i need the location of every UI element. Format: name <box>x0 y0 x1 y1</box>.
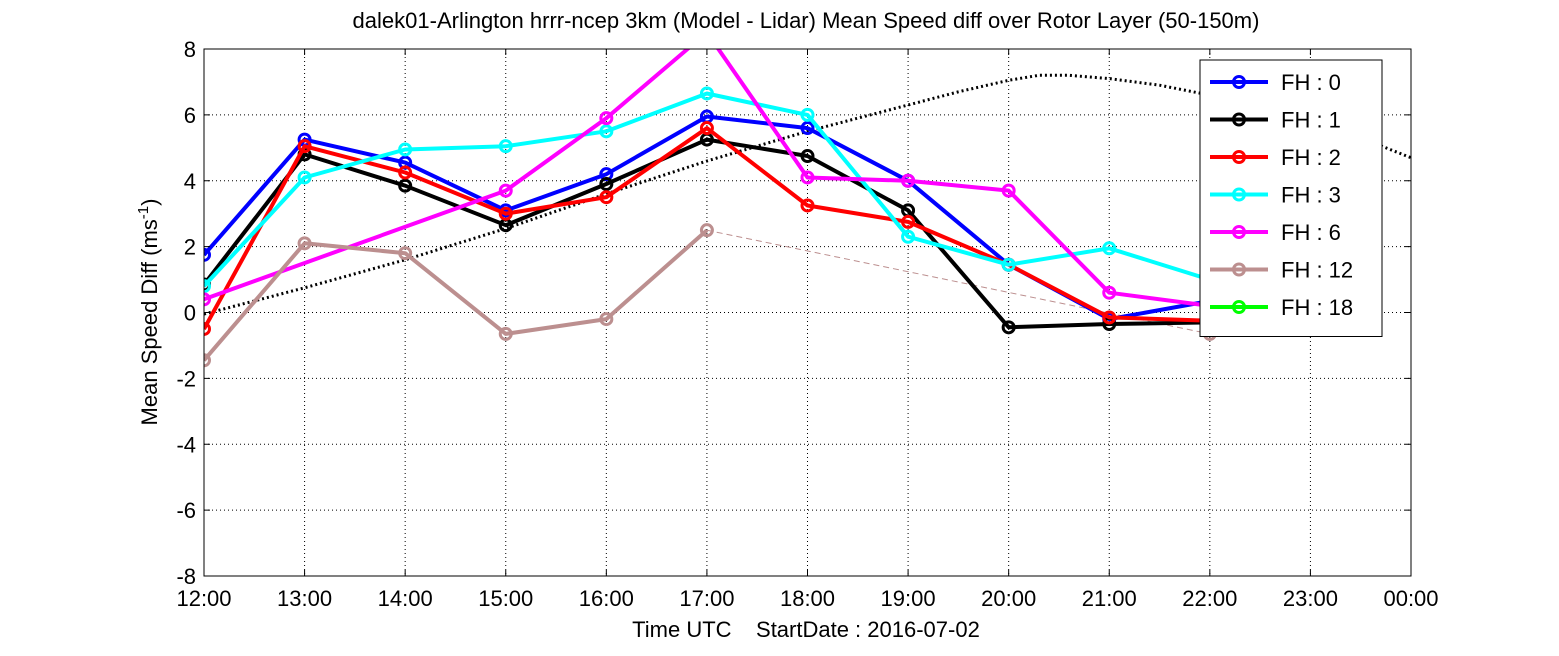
data-point <box>1001 320 1016 335</box>
x-axis-label: Time UTC StartDate : 2016-07-02 <box>632 617 980 642</box>
series-line-4 <box>204 49 1211 308</box>
data-point <box>297 139 312 154</box>
legend-entry-label: FH : 18 <box>1281 295 1353 320</box>
data-point <box>800 121 815 136</box>
legend-entry-label: FH : 6 <box>1281 220 1341 245</box>
y-tick-label: 2 <box>184 235 196 260</box>
y-tick-label: -2 <box>176 366 196 391</box>
x-tick-label: 17:00 <box>679 586 734 611</box>
data-point <box>1001 183 1016 198</box>
x-tick-label: 19:00 <box>881 586 936 611</box>
chart-title: dalek01-Arlington hrrr-ncep 3km (Model -… <box>353 8 1260 33</box>
x-tick-label: 14:00 <box>378 586 433 611</box>
data-point <box>498 326 513 341</box>
legend-swatch-marker <box>1232 75 1246 89</box>
y-axis-label: Mean Speed Diff (ms-1) <box>135 199 162 426</box>
data-point <box>901 173 916 188</box>
data-point <box>599 111 614 126</box>
y-tick-label: 0 <box>184 301 196 326</box>
series-line-2 <box>204 126 1210 330</box>
axis-ticks: 12:00 13:00 14:00 15:00 16:00 17:00 18:00 19:00… <box>176 37 1438 611</box>
x-tick-label: 22:00 <box>1182 586 1237 611</box>
data-point <box>498 206 513 221</box>
series-line-5 <box>204 228 709 362</box>
data-point <box>800 170 815 185</box>
data-point <box>699 86 714 101</box>
plot-series <box>204 49 1411 368</box>
data-point <box>1102 241 1117 256</box>
data-point <box>800 198 815 213</box>
data-point <box>498 183 513 198</box>
data-point <box>398 178 413 193</box>
legend-entry-label: FH : 1 <box>1281 108 1341 133</box>
x-tick-label: 18:00 <box>780 586 835 611</box>
data-point <box>901 214 916 229</box>
data-point <box>599 190 614 205</box>
data-point <box>204 353 211 368</box>
y-axis-label-close: ) <box>137 199 162 206</box>
data-point <box>204 247 211 262</box>
legend-swatch-marker <box>1232 225 1246 239</box>
y-axis-label-main: Mean Speed Diff (ms <box>137 219 162 425</box>
x-tick-label: 13:00 <box>277 586 332 611</box>
data-point <box>800 149 815 164</box>
data-point <box>204 321 211 336</box>
y-axis-label-sup: -1 <box>135 206 152 219</box>
data-point <box>498 139 513 154</box>
legend-entry-label: FH : 3 <box>1281 183 1341 208</box>
data-point <box>297 170 312 185</box>
data-point <box>599 312 614 327</box>
data-point <box>398 142 413 157</box>
legend-swatch-marker <box>1232 150 1246 164</box>
series-line-3 <box>204 91 1211 288</box>
data-point <box>398 165 413 180</box>
x-tick-label: 00:00 <box>1383 586 1438 611</box>
data-point <box>901 229 916 244</box>
y-tick-label: -8 <box>176 564 196 589</box>
legend-swatch-marker <box>1232 112 1246 127</box>
legend-entry-label: FH : 0 <box>1281 70 1341 95</box>
y-tick-label: -6 <box>176 498 196 523</box>
y-tick-label: 8 <box>184 37 196 62</box>
legend-swatch-marker <box>1232 187 1246 202</box>
data-point <box>297 236 312 251</box>
x-tick-label: 20:00 <box>981 586 1036 611</box>
x-tick-label: 15:00 <box>478 586 533 611</box>
legend: FH : 0 FH : 1 FH : 2 FH : 3 FH : 6 FH : 12 FH … <box>1199 59 1383 337</box>
data-point <box>800 107 815 122</box>
data-point <box>204 279 211 294</box>
data-point <box>1102 285 1117 300</box>
y-tick-label: 4 <box>184 169 196 194</box>
legend-swatch-marker <box>1232 300 1246 314</box>
legend-swatch-marker <box>1232 262 1246 277</box>
x-tick-label: 23:00 <box>1283 586 1338 611</box>
data-point <box>599 177 614 192</box>
data-point <box>1001 257 1016 272</box>
data-point <box>1102 310 1117 325</box>
data-point <box>699 121 714 136</box>
data-point <box>699 223 714 238</box>
x-tick-label: 12:00 <box>176 586 231 611</box>
x-tick-label: 21:00 <box>1082 586 1137 611</box>
legend-entry-label: FH : 12 <box>1281 258 1353 283</box>
data-point <box>599 124 614 139</box>
data-point <box>204 292 211 307</box>
y-tick-label: 6 <box>184 103 196 128</box>
y-tick-label: -4 <box>176 432 196 457</box>
legend-entry-label: FH : 2 <box>1281 145 1341 170</box>
series-line-1 <box>204 137 1210 330</box>
x-tick-label: 16:00 <box>579 586 634 611</box>
legend-box <box>1199 59 1383 337</box>
data-point <box>398 246 413 261</box>
